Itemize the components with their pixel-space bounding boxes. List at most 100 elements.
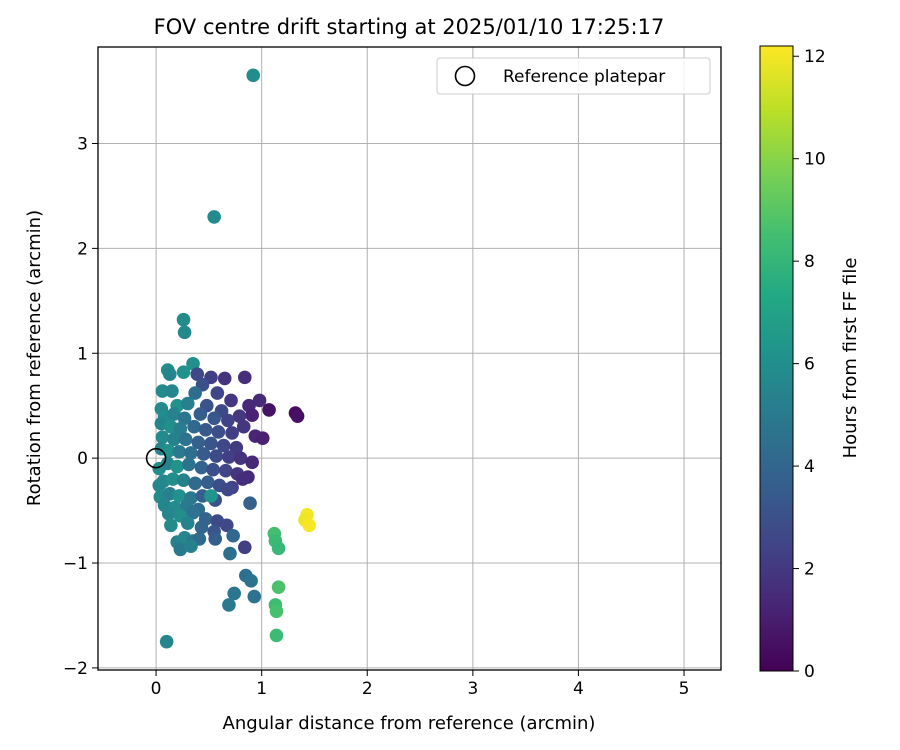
data-point (184, 539, 198, 554)
data-point (247, 589, 262, 604)
colorbar-label: Hours from first FF file (840, 258, 861, 459)
data-point (207, 411, 221, 426)
data-point (224, 393, 238, 408)
data-point (186, 505, 200, 520)
data-point (237, 370, 252, 385)
data-point (222, 598, 236, 612)
data-point (198, 423, 213, 437)
x-tick-label: 0 (151, 679, 162, 699)
x-tick-label: 1 (256, 679, 267, 699)
data-point (262, 403, 276, 417)
data-point (220, 518, 234, 533)
data-point (227, 586, 242, 601)
y-tick-label: −1 (63, 554, 88, 574)
chart-title: FOV centre drift starting at 2025/01/10 … (154, 15, 665, 39)
data-point (173, 421, 188, 436)
data-point (269, 628, 284, 643)
data-point (159, 634, 174, 649)
x-tick-label: 5 (679, 679, 690, 699)
data-point (164, 518, 178, 533)
data-point (187, 419, 201, 434)
data-point (165, 384, 179, 398)
data-point (235, 472, 250, 486)
data-point (152, 478, 167, 493)
data-point (155, 384, 170, 398)
data-point (186, 356, 200, 371)
data-point (188, 386, 202, 400)
data-point (207, 210, 221, 224)
data-point (290, 409, 305, 423)
data-point (176, 365, 191, 379)
colorbar-tick-label: 12 (804, 47, 826, 67)
data-point (255, 431, 270, 446)
y-axis-label: Rotation from reference (arcmin) (24, 210, 45, 506)
data-point (221, 413, 235, 428)
colorbar: 0 2 4 6 8 10 12 Hours from first FF file (759, 45, 861, 682)
data-point (188, 476, 202, 491)
data-point (210, 386, 225, 400)
reference-marker (145, 447, 167, 469)
data-point (209, 449, 224, 463)
data-points (152, 68, 316, 649)
data-point (244, 574, 258, 588)
data-point (196, 447, 211, 461)
y-tick-label: −2 (63, 659, 88, 679)
x-axis-label: Angular distance from reference (arcmin) (223, 713, 596, 734)
data-point (204, 489, 218, 503)
data-point (218, 463, 233, 478)
data-point (166, 472, 180, 486)
colorbar-tick-label: 8 (804, 252, 815, 272)
data-point (163, 367, 177, 382)
colorbar-tick-label: 4 (804, 457, 815, 477)
data-point (232, 409, 247, 423)
x-ticks: 0 1 2 3 4 5 (151, 670, 690, 699)
data-point (173, 542, 188, 557)
data-point (184, 446, 198, 460)
colorbar-ticks: 0 2 4 6 8 10 12 (793, 47, 826, 682)
data-point (252, 393, 267, 408)
data-point (229, 440, 244, 455)
data-point (222, 450, 236, 464)
data-point (302, 518, 316, 533)
data-point (226, 528, 240, 543)
data-point (190, 367, 205, 382)
colorbar-gradient (759, 45, 794, 672)
data-point (245, 408, 259, 422)
y-tick-label: 0 (77, 449, 88, 469)
data-point (194, 520, 209, 535)
data-point (243, 496, 257, 511)
data-point (155, 430, 170, 444)
data-point (217, 371, 232, 386)
data-point (204, 436, 218, 451)
data-point (216, 438, 231, 453)
data-point (177, 325, 192, 340)
data-point (161, 506, 176, 521)
data-point (245, 455, 259, 470)
x-tick-label: 3 (467, 679, 478, 699)
data-point (225, 426, 239, 440)
data-point (167, 407, 181, 421)
legend-marker-icon (454, 65, 476, 87)
colorbar-tick-label: 10 (804, 150, 826, 170)
legend: Reference platepar (436, 57, 711, 95)
y-tick-label: 3 (77, 134, 88, 154)
data-point (176, 312, 191, 327)
data-point (208, 532, 223, 546)
plot-frame (97, 46, 722, 671)
data-point (182, 457, 196, 472)
data-point (211, 425, 226, 439)
y-tick-label: 1 (77, 344, 88, 364)
data-point (193, 407, 208, 421)
data-point (177, 411, 192, 426)
colorbar-tick-label: 6 (804, 355, 815, 375)
data-point (233, 451, 248, 465)
grid-lines (98, 47, 721, 670)
data-point (236, 419, 251, 434)
legend-entry-label: Reference platepar (503, 67, 665, 87)
data-point (201, 475, 215, 490)
data-point (172, 445, 187, 459)
data-point (180, 516, 195, 530)
colorbar-tick-label: 0 (804, 662, 815, 682)
data-point (223, 546, 237, 561)
